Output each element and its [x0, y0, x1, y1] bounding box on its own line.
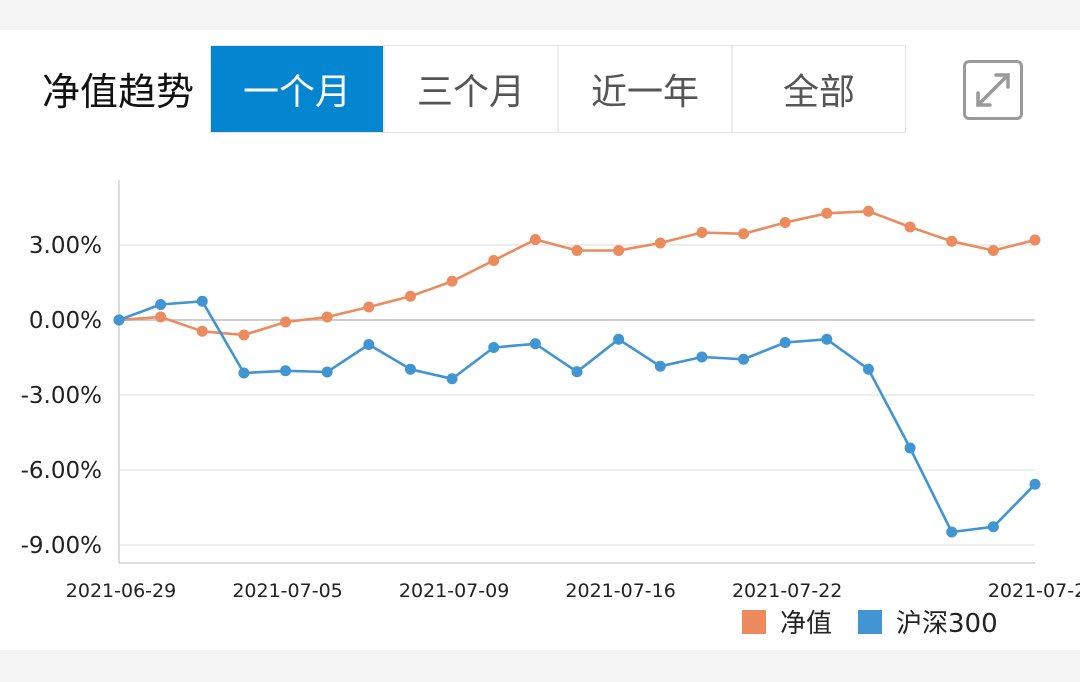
x-tick-label: 2021-07-2	[988, 580, 1080, 602]
y-tick-label: -6.00%	[21, 458, 102, 484]
data-point	[904, 221, 916, 233]
data-point	[446, 373, 458, 385]
top-strip	[0, 0, 1080, 30]
data-point	[529, 234, 541, 245]
data-point	[363, 301, 375, 313]
data-point	[946, 526, 958, 538]
data-point	[488, 255, 500, 266]
data-point	[280, 316, 292, 328]
data-point	[155, 311, 167, 323]
data-point	[613, 245, 625, 256]
x-tick-label: 2021-07-16	[565, 580, 675, 602]
data-point	[488, 342, 500, 353]
legend-swatch	[742, 610, 766, 634]
data-point	[654, 237, 666, 249]
data-point	[404, 363, 416, 375]
data-point	[113, 314, 125, 326]
data-point	[946, 235, 958, 247]
series-line-0	[118, 209, 1036, 337]
data-point	[571, 366, 583, 378]
expand-button[interactable]	[963, 60, 1023, 120]
data-point	[862, 363, 874, 375]
y-tick-label: -9.00%	[21, 533, 102, 559]
data-point	[821, 333, 833, 345]
data-point	[321, 311, 333, 323]
data-point	[654, 360, 666, 372]
data-point	[613, 333, 625, 345]
y-tick-label: 3.00%	[29, 233, 102, 259]
data-point	[529, 338, 541, 350]
legend-swatch	[858, 610, 882, 634]
data-point	[446, 275, 458, 287]
tab-all[interactable]: 全部	[733, 46, 905, 132]
data-point	[738, 228, 750, 240]
data-point	[821, 207, 833, 219]
tab-one-year[interactable]: 近一年	[559, 46, 733, 132]
data-point	[155, 299, 167, 310]
data-point	[779, 217, 791, 228]
tab-one-month[interactable]: 一个月	[211, 46, 385, 132]
data-point	[196, 325, 208, 337]
data-point	[363, 339, 375, 350]
data-point	[1029, 478, 1041, 490]
data-point	[904, 442, 916, 454]
x-tick-label: 2021-06-29	[66, 580, 176, 602]
tab-three-months[interactable]: 三个月	[385, 46, 559, 132]
data-point	[404, 290, 416, 302]
bottom-strip	[0, 650, 1080, 682]
data-point	[196, 295, 208, 307]
data-point	[862, 205, 874, 217]
x-tick-label: 2021-07-22	[732, 580, 842, 602]
data-point	[280, 365, 292, 377]
legend-label: 沪深300	[896, 609, 998, 639]
y-tick-label: 0.00%	[29, 308, 102, 334]
data-point	[321, 366, 333, 378]
page-title: 净值趋势	[42, 70, 195, 114]
y-tick-label: -3.00%	[21, 383, 102, 409]
nav-trend-chart: 3.00% 0.00% -3.00% -6.00% -9.00% 2021-06-29 20…	[21, 180, 1080, 639]
data-point	[1029, 234, 1041, 246]
data-point	[238, 329, 250, 341]
data-point	[238, 367, 250, 379]
x-tick-label: 2021-07-09	[399, 580, 509, 602]
data-point	[738, 353, 750, 365]
data-point	[696, 351, 708, 363]
data-point	[987, 245, 999, 256]
data-point	[779, 337, 791, 348]
legend-label: 净值	[780, 609, 832, 639]
period-tabs: 一个月 三个月 近一年 全部	[210, 45, 906, 133]
x-tick-label: 2021-07-05	[232, 580, 342, 602]
data-point	[571, 245, 583, 256]
chart-card	[0, 30, 1080, 650]
data-point	[696, 227, 708, 238]
expand-arrows-icon	[976, 73, 1010, 107]
series-line-1	[118, 300, 1036, 534]
data-point	[987, 521, 999, 533]
